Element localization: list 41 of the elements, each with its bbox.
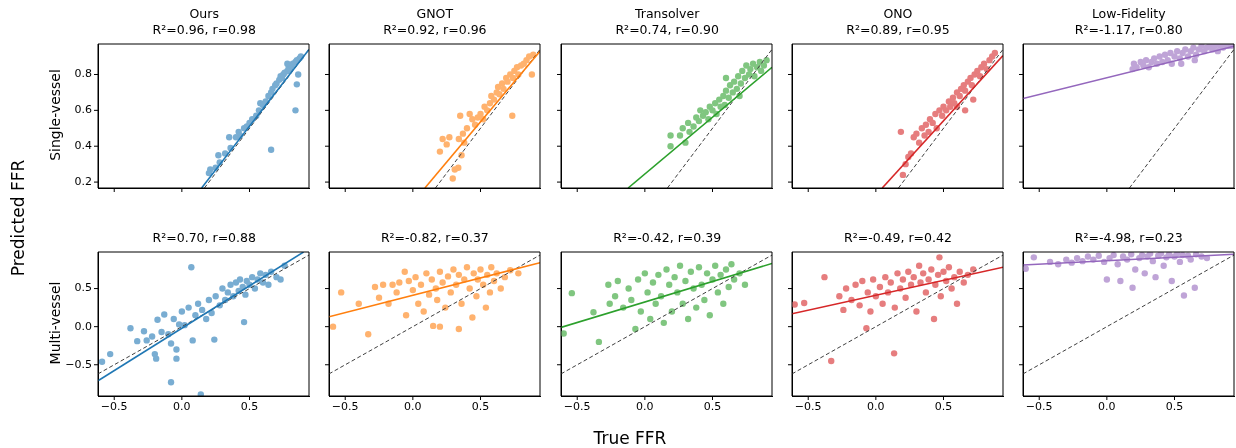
x-tick-label: −0.5 bbox=[1025, 399, 1053, 413]
y-axis-title: Multi-vessel bbox=[47, 281, 63, 364]
y-tick-label: 0.8 bbox=[74, 67, 92, 81]
y-tick-label: 0.6 bbox=[74, 103, 92, 117]
chart-title: ONO bbox=[882, 6, 914, 21]
x-tick-label: −0.5 bbox=[331, 399, 359, 413]
x-tick-label: 0.0 bbox=[1097, 399, 1116, 413]
x-tick-label: 0.0 bbox=[173, 399, 191, 413]
chart-title: Low-Fidelity bbox=[1090, 6, 1167, 21]
x-tick-label: 0.5 bbox=[240, 399, 259, 413]
x-tick-label: 0.5 bbox=[1165, 399, 1183, 413]
x-tick-label: 0.5 bbox=[471, 399, 489, 413]
y-tick-label: 0.4 bbox=[74, 139, 92, 153]
y-tick-label: −0.5 bbox=[65, 357, 92, 371]
y-tick-label: 0.5 bbox=[74, 280, 92, 294]
chart-subtitle: R²=0.74, r=0.90 bbox=[614, 22, 720, 37]
chart-title: GNOT bbox=[415, 6, 455, 21]
y-tick-label: 0.2 bbox=[74, 174, 92, 188]
chart-title: Ours bbox=[188, 6, 220, 21]
chart-subtitle: R²=0.89, r=0.95 bbox=[845, 22, 951, 37]
chart-title: R²=-0.42, r=0.39 bbox=[612, 229, 723, 245]
x-tick-label: 0.5 bbox=[703, 399, 722, 413]
y-axis-title: Single-vessel bbox=[47, 69, 63, 161]
x-tick-label: −0.5 bbox=[100, 399, 128, 413]
text: Predicted FFR bbox=[8, 159, 28, 277]
x-tick-label: 0.0 bbox=[866, 399, 885, 413]
chart-title: Transolver bbox=[633, 6, 701, 21]
chart-title: R²=-4.98, r=0.23 bbox=[1073, 229, 1184, 245]
x-tick-label: −0.5 bbox=[794, 399, 822, 413]
x-axis-title: True FFR bbox=[593, 428, 667, 448]
x-tick-label: −0.5 bbox=[563, 399, 591, 413]
x-tick-label: 0.0 bbox=[403, 399, 422, 413]
x-tick-label: 0.0 bbox=[636, 399, 654, 413]
chart-subtitle: R²=0.92, r=0.96 bbox=[382, 22, 488, 37]
chart-subtitle: R²=0.96, r=0.98 bbox=[151, 22, 257, 37]
x-tick-label: 0.5 bbox=[934, 399, 952, 413]
chart-subtitle: R²=-1.17, r=0.80 bbox=[1073, 22, 1184, 37]
y-tick-label: 0.0 bbox=[74, 319, 92, 333]
chart-title: R²=-0.49, r=0.42 bbox=[843, 229, 953, 245]
chart-title: R²=0.70, r=0.88 bbox=[151, 229, 257, 245]
chart-title: R²=-0.82, r=0.37 bbox=[379, 229, 490, 245]
